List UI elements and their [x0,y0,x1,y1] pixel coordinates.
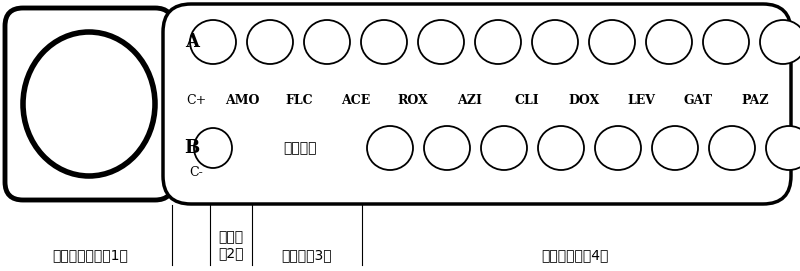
Text: AZI: AZI [458,93,482,107]
Ellipse shape [703,20,749,64]
Ellipse shape [194,128,232,168]
Text: 阳性鉴别: 阳性鉴别 [283,141,317,155]
Ellipse shape [589,20,635,64]
Ellipse shape [652,126,698,170]
Ellipse shape [475,20,521,64]
Text: CLI: CLI [514,93,539,107]
Ellipse shape [766,126,800,170]
Text: ROX: ROX [398,93,428,107]
Ellipse shape [424,126,470,170]
Ellipse shape [361,20,407,64]
Ellipse shape [532,20,578,64]
Ellipse shape [646,20,692,64]
Ellipse shape [709,126,755,170]
Text: C-: C- [189,166,203,179]
Ellipse shape [367,126,413,170]
FancyBboxPatch shape [5,8,173,200]
Ellipse shape [418,20,464,64]
Text: LEV: LEV [627,93,655,107]
Text: B: B [184,139,200,157]
Text: GAT: GAT [683,93,713,107]
Text: A: A [185,33,199,51]
Ellipse shape [538,126,584,170]
Text: 药敏试验区（4）: 药敏试验区（4） [542,248,609,262]
Text: FLC: FLC [285,93,313,107]
Text: ACE: ACE [342,93,370,107]
Ellipse shape [247,20,293,64]
Ellipse shape [481,126,527,170]
Ellipse shape [23,32,155,176]
Ellipse shape [760,20,800,64]
Ellipse shape [595,126,641,170]
Text: C+: C+ [186,93,206,107]
Text: 培养基存放区（1）: 培养基存放区（1） [52,248,128,262]
Ellipse shape [304,20,350,64]
FancyBboxPatch shape [163,4,791,204]
Text: DOX: DOX [568,93,600,107]
Text: 鉴别区（3）: 鉴别区（3） [282,248,332,262]
Text: AMO: AMO [225,93,259,107]
Text: 控制区
（2）: 控制区 （2） [218,230,244,260]
Text: PAZ: PAZ [741,93,769,107]
Ellipse shape [190,20,236,64]
